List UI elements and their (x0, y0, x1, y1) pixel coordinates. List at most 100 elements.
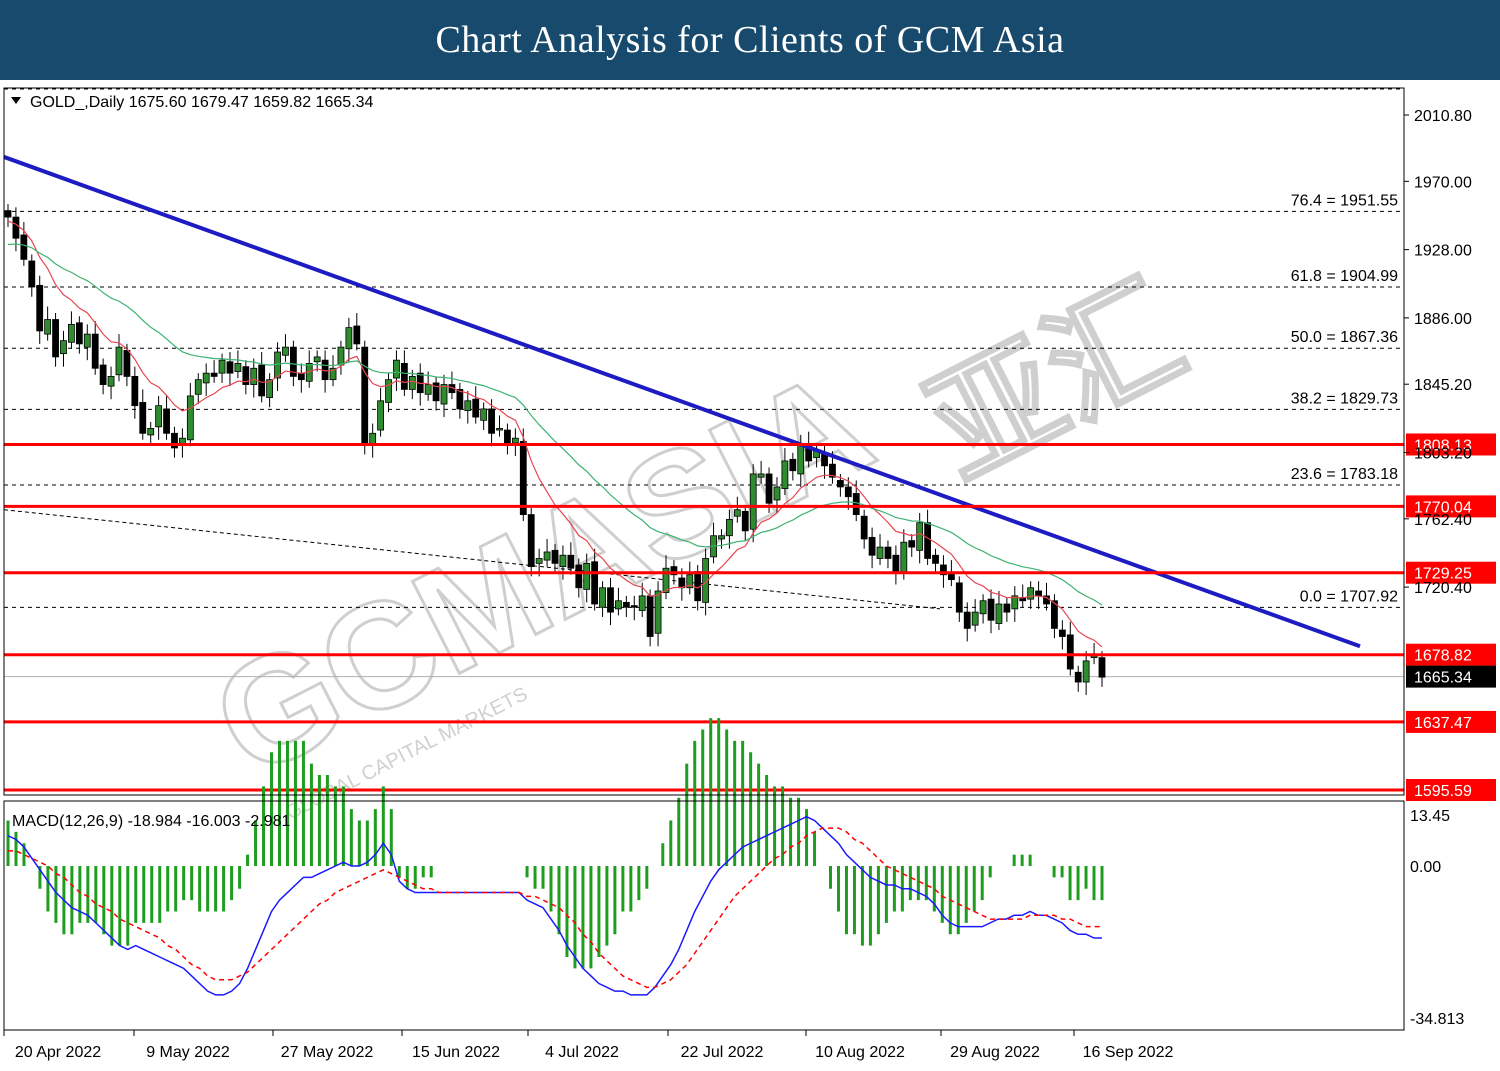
candle-body-down (52, 319, 59, 358)
candle-body-up (202, 372, 210, 384)
sr-level-tag: 1595.59 (1406, 779, 1496, 801)
candle-body-up (876, 546, 884, 559)
candle-body-down (1003, 603, 1011, 613)
y-tick-label: 1970.00 (1414, 174, 1472, 191)
candle (567, 542, 575, 575)
candle (147, 421, 155, 445)
candle (1098, 651, 1106, 687)
candle-body-down (892, 554, 900, 572)
candle (83, 324, 91, 361)
candle-body-up (234, 363, 242, 372)
candle (202, 363, 210, 396)
sr-level-tag: 1637.47 (1406, 710, 1496, 733)
candle-body-down (924, 522, 931, 559)
banner-title: Chart Analysis for Clients of GCM Asia (435, 19, 1065, 61)
triangle-down-icon (11, 97, 21, 104)
candle-body-down (1074, 671, 1082, 683)
candle-body-up (155, 405, 163, 428)
candle (789, 452, 797, 481)
candle-body-down (868, 536, 876, 556)
candle (28, 254, 36, 297)
candle (488, 399, 495, 447)
candle-body-down (91, 333, 99, 369)
candle-body-up (797, 444, 805, 475)
candle (551, 543, 559, 574)
candle-body-down (789, 458, 797, 472)
candle-body-down (1058, 629, 1066, 637)
current-price-tag: 1665.34 (1406, 665, 1496, 688)
candle (583, 553, 591, 603)
candle (242, 360, 250, 395)
candle (971, 599, 979, 632)
macd-panel-frame (3, 800, 1405, 1031)
candle-body-down (488, 408, 495, 434)
candle (575, 558, 583, 598)
candle (361, 340, 369, 455)
macd-y-tick-label: -34.813 (1410, 1011, 1464, 1028)
candle (995, 591, 1003, 631)
candle (266, 373, 274, 408)
candle-body-up (313, 356, 321, 363)
candle-body-up (186, 395, 194, 441)
candle-body-down (607, 587, 614, 613)
candle-body-up (1090, 655, 1098, 659)
candle (733, 496, 741, 523)
sr-tag-label: 1808.13 (1414, 437, 1472, 454)
candle (52, 313, 59, 367)
candle-body-up (686, 574, 694, 589)
x-tick-label: 22 Jul 2022 (681, 1044, 764, 1061)
candle-body-down (527, 514, 535, 568)
candle-body-down (139, 402, 147, 434)
x-tick-label: 29 Aug 2022 (950, 1044, 1040, 1061)
chart-info: GOLD_,Daily 1675.60 1679.47 1659.82 1665… (11, 94, 373, 111)
candle (75, 316, 83, 354)
current-price-bg (1406, 665, 1496, 688)
candle (155, 395, 163, 440)
candle (289, 340, 297, 387)
candle-body-down (400, 363, 408, 390)
candle (607, 577, 614, 626)
candle-body-down (472, 398, 480, 418)
candle-body-up (83, 333, 91, 348)
candle-body-down (1098, 657, 1106, 678)
candle-body-up (995, 603, 1003, 624)
candle-body-down (829, 463, 836, 478)
candle-body-up (194, 379, 202, 395)
sr-level-tag: 1770.04 (1406, 495, 1496, 518)
macd-signal-line (8, 827, 1102, 989)
candle (1082, 651, 1090, 696)
candle (226, 352, 234, 387)
candle-body-up (1027, 587, 1035, 600)
candle-body-down (123, 349, 131, 377)
chart-symbol-info: GOLD_,Daily 1675.60 1679.47 1659.82 1665… (30, 94, 373, 111)
candle-body-up (511, 437, 519, 444)
candle (662, 555, 670, 600)
candle-body-up (377, 400, 384, 431)
y-tick-label: 1928.00 (1414, 243, 1472, 260)
candle (726, 509, 733, 549)
current-price-label: 1665.34 (1414, 670, 1472, 687)
y-tick-label: 1803.20 (1414, 445, 1472, 462)
candle-body-up (60, 340, 67, 355)
candle (1027, 581, 1035, 609)
candle-body-down (504, 429, 511, 446)
candle-body-down (456, 389, 464, 410)
candle-body-down (171, 432, 178, 449)
candle (456, 382, 464, 419)
candle-body-up (916, 522, 924, 551)
candle (353, 313, 361, 351)
candle-body-up (726, 519, 733, 537)
candle-body-down (844, 486, 852, 498)
candle-body-down (163, 408, 170, 434)
candle-body-down (987, 598, 995, 621)
candle-body-down (4, 210, 12, 218)
candle-body-down (1035, 590, 1042, 597)
candle-body-down (884, 546, 892, 559)
candle (210, 360, 218, 383)
candle (496, 415, 503, 437)
sr-level-tag: 1729.25 (1406, 561, 1496, 584)
candle-body-down (646, 595, 654, 637)
y-tick-label: 2010.80 (1414, 108, 1472, 125)
candle-body-up (900, 541, 908, 574)
